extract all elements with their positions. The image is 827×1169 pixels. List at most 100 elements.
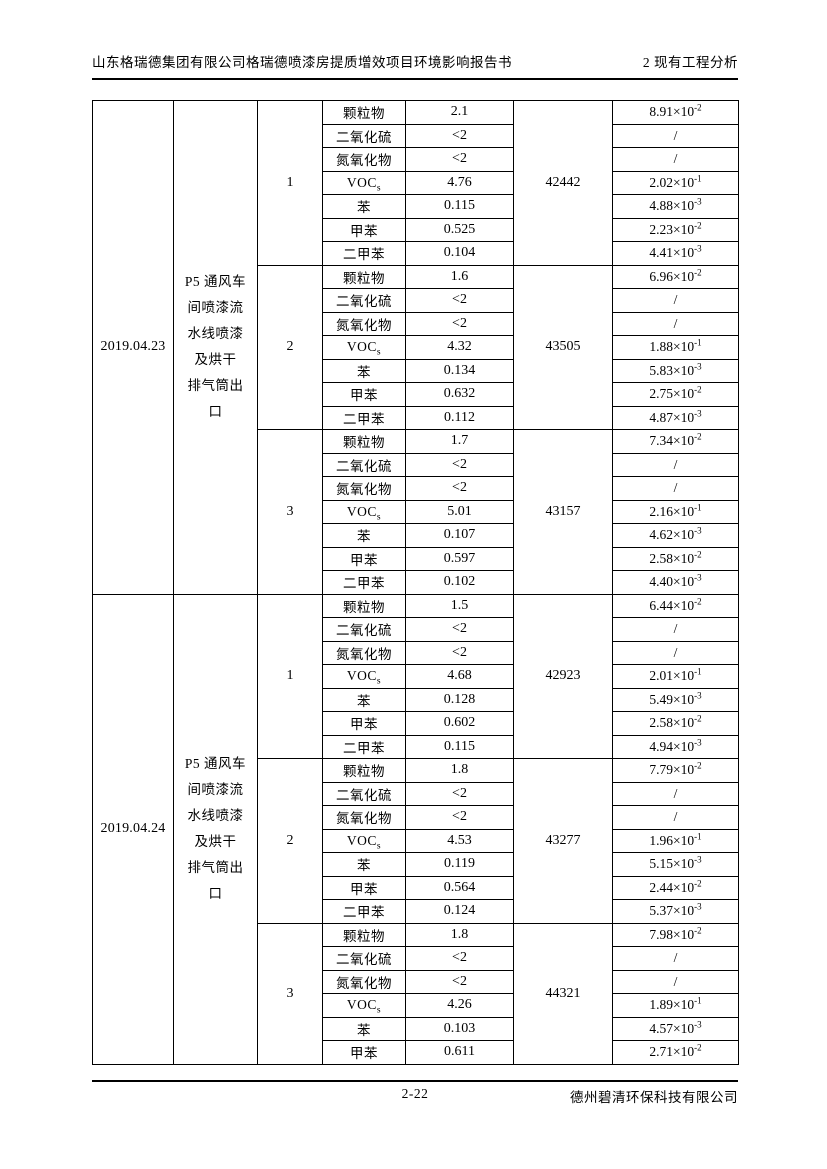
- exponent: -3: [694, 572, 702, 583]
- location-line: 水线喷漆: [187, 326, 244, 342]
- table-row: VOCs 4.76 2.02×10-1: [93, 170, 739, 195]
- pollutant-cell: 苯: [322, 852, 406, 877]
- concentration-cell: 4.32: [405, 335, 514, 360]
- pollutant-cell: 氮氧化物: [322, 640, 406, 665]
- exponent: -2: [694, 549, 702, 560]
- pollutant-cell: 颗粒物: [322, 922, 406, 947]
- location-line: P5 通风车: [184, 274, 247, 290]
- emission-rate-cell: /: [612, 781, 739, 806]
- location-line: 间喷漆流: [187, 782, 244, 797]
- table-row: 3 颗粒物 1.8 44321 7.98×10-2: [93, 922, 739, 1065]
- emission-rate-cell: 2.01×10-1: [612, 664, 739, 689]
- exponent: -1: [694, 173, 702, 184]
- pollutant-cell: 颗粒物: [322, 100, 406, 125]
- pollutant-cell: VOCs: [322, 335, 406, 360]
- emission-rate-cell: 4.40×10-3: [612, 570, 739, 595]
- emission-rate-cell: /: [612, 452, 739, 477]
- location-line: 间喷漆流: [187, 300, 244, 316]
- pollutant-cell: 甲苯: [322, 875, 406, 900]
- concentration-cell: <2: [405, 288, 514, 313]
- location-line: 排气筒出: [187, 860, 244, 875]
- emission-rate-cell: /: [612, 805, 739, 830]
- vocs-subscript: s: [376, 841, 382, 852]
- pollutant-cell: VOCs: [322, 170, 406, 195]
- pollutant-cell: 氮氧化物: [322, 805, 406, 830]
- location-line: 口: [208, 404, 223, 420]
- emission-rate-cell: 1.89×10-1: [612, 993, 739, 1018]
- concentration-cell: 1.8: [405, 758, 514, 783]
- table-row: 甲苯 0.602 2.58×10-2: [93, 711, 739, 736]
- concentration-cell: <2: [405, 123, 514, 148]
- exponent: -2: [694, 1042, 702, 1053]
- group-number-cell: 3: [257, 922, 323, 1065]
- vocs-subscript: s: [376, 512, 382, 523]
- table-row: 二甲苯 0.124 5.37×10-3: [93, 899, 739, 924]
- pollutant-cell: VOCs: [322, 993, 406, 1018]
- page-header: 山东格瑞德集团有限公司格瑞德喷漆房提质增效项目环境影响报告书 2 现有工程分析: [92, 54, 738, 80]
- concentration-cell: <2: [405, 476, 514, 501]
- exponent: -1: [694, 995, 702, 1006]
- pollutant-cell: 二氧化硫: [322, 617, 406, 642]
- vocs-subscript: s: [376, 1005, 382, 1016]
- pollutant-cell: 苯: [322, 687, 406, 712]
- concentration-cell: 0.564: [405, 875, 514, 900]
- table-row: 二氧化硫 <2 /: [93, 123, 739, 148]
- emission-rate-cell: /: [612, 640, 739, 665]
- exponent: -3: [694, 690, 702, 701]
- emission-rate-cell: 2.23×10-2: [612, 217, 739, 242]
- pollutant-cell: 二甲苯: [322, 734, 406, 759]
- exponent: -1: [694, 831, 702, 842]
- exponent: -1: [694, 666, 702, 677]
- pollutant-cell: 二氧化硫: [322, 123, 406, 148]
- emission-rate-cell: 5.15×10-3: [612, 852, 739, 877]
- table-row: 2019.04.24 P5 通风车 间喷漆流 水线喷漆 及烘干 排气筒出口 1 颗粒物 1.5 4…: [92, 593, 739, 1065]
- concentration-cell: 5.01: [405, 499, 514, 524]
- group-number-cell: 2: [257, 758, 323, 924]
- group-number-cell: 1: [257, 100, 323, 266]
- table-row: VOCs 4.53 1.96×10-1: [93, 828, 739, 853]
- location-line: 及烘干: [194, 352, 237, 368]
- header-chapter-title: 2 现有工程分析: [642, 55, 738, 70]
- concentration-cell: 0.597: [405, 546, 514, 571]
- location-line: 口: [208, 886, 223, 901]
- table-row: 二甲苯 0.115 4.94×10-3: [93, 734, 739, 759]
- exponent: -3: [694, 361, 702, 372]
- concentration-cell: 0.124: [405, 899, 514, 924]
- table-row: 2019.04.23 P5 通风车 间喷漆流 水线喷漆 及烘干 排气筒出口 1 颗粒物 2.1 4…: [92, 100, 739, 595]
- concentration-cell: 2.1: [405, 100, 514, 125]
- emission-rate-cell: 8.91×10-2: [612, 100, 739, 125]
- emission-rate-cell: /: [612, 946, 739, 971]
- group-number-cell: 3: [257, 429, 323, 595]
- table-row: 甲苯 0.632 2.75×10-2: [93, 382, 739, 407]
- emission-rate-cell: 4.87×10-3: [612, 405, 739, 430]
- emission-rate-cell: 4.94×10-3: [612, 734, 739, 759]
- exponent: -3: [694, 243, 702, 254]
- monitoring-table: 2019.04.23 P5 通风车 间喷漆流 水线喷漆 及烘干 排气筒出口 1 颗粒物 2.1 4…: [92, 100, 739, 1065]
- group-number-cell: 1: [257, 593, 323, 759]
- concentration-cell: 0.104: [405, 241, 514, 266]
- concentration-cell: <2: [405, 805, 514, 830]
- table-row: VOCs 4.68 2.01×10-1: [93, 664, 739, 689]
- table-row: 氮氧化物 <2 /: [93, 476, 739, 501]
- concentration-cell: 0.119: [405, 852, 514, 877]
- concentration-cell: 0.112: [405, 405, 514, 430]
- pollutant-cell: VOCs: [322, 828, 406, 853]
- flow-rate-cell: 43157: [513, 429, 613, 595]
- emission-rate-cell: 2.58×10-2: [612, 711, 739, 736]
- group-number-cell: 2: [257, 264, 323, 430]
- concentration-cell: 0.525: [405, 217, 514, 242]
- pollutant-cell: 苯: [322, 1016, 406, 1041]
- concentration-cell: <2: [405, 617, 514, 642]
- concentration-cell: 0.115: [405, 734, 514, 759]
- exponent: -1: [694, 502, 702, 513]
- date-cell: 2019.04.23: [92, 100, 174, 595]
- concentration-cell: 1.8: [405, 922, 514, 947]
- exponent: -3: [694, 1019, 702, 1030]
- emission-rate-cell: 7.79×10-2: [612, 758, 739, 783]
- pollutant-cell: 二氧化硫: [322, 781, 406, 806]
- concentration-cell: 4.53: [405, 828, 514, 853]
- header-report-title: 山东格瑞德集团有限公司格瑞德喷漆房提质增效项目环境影响报告书: [92, 55, 512, 70]
- pollutant-cell: 二甲苯: [322, 570, 406, 595]
- exponent: -3: [694, 408, 702, 419]
- table-row: 苯 0.128 5.49×10-3: [93, 687, 739, 712]
